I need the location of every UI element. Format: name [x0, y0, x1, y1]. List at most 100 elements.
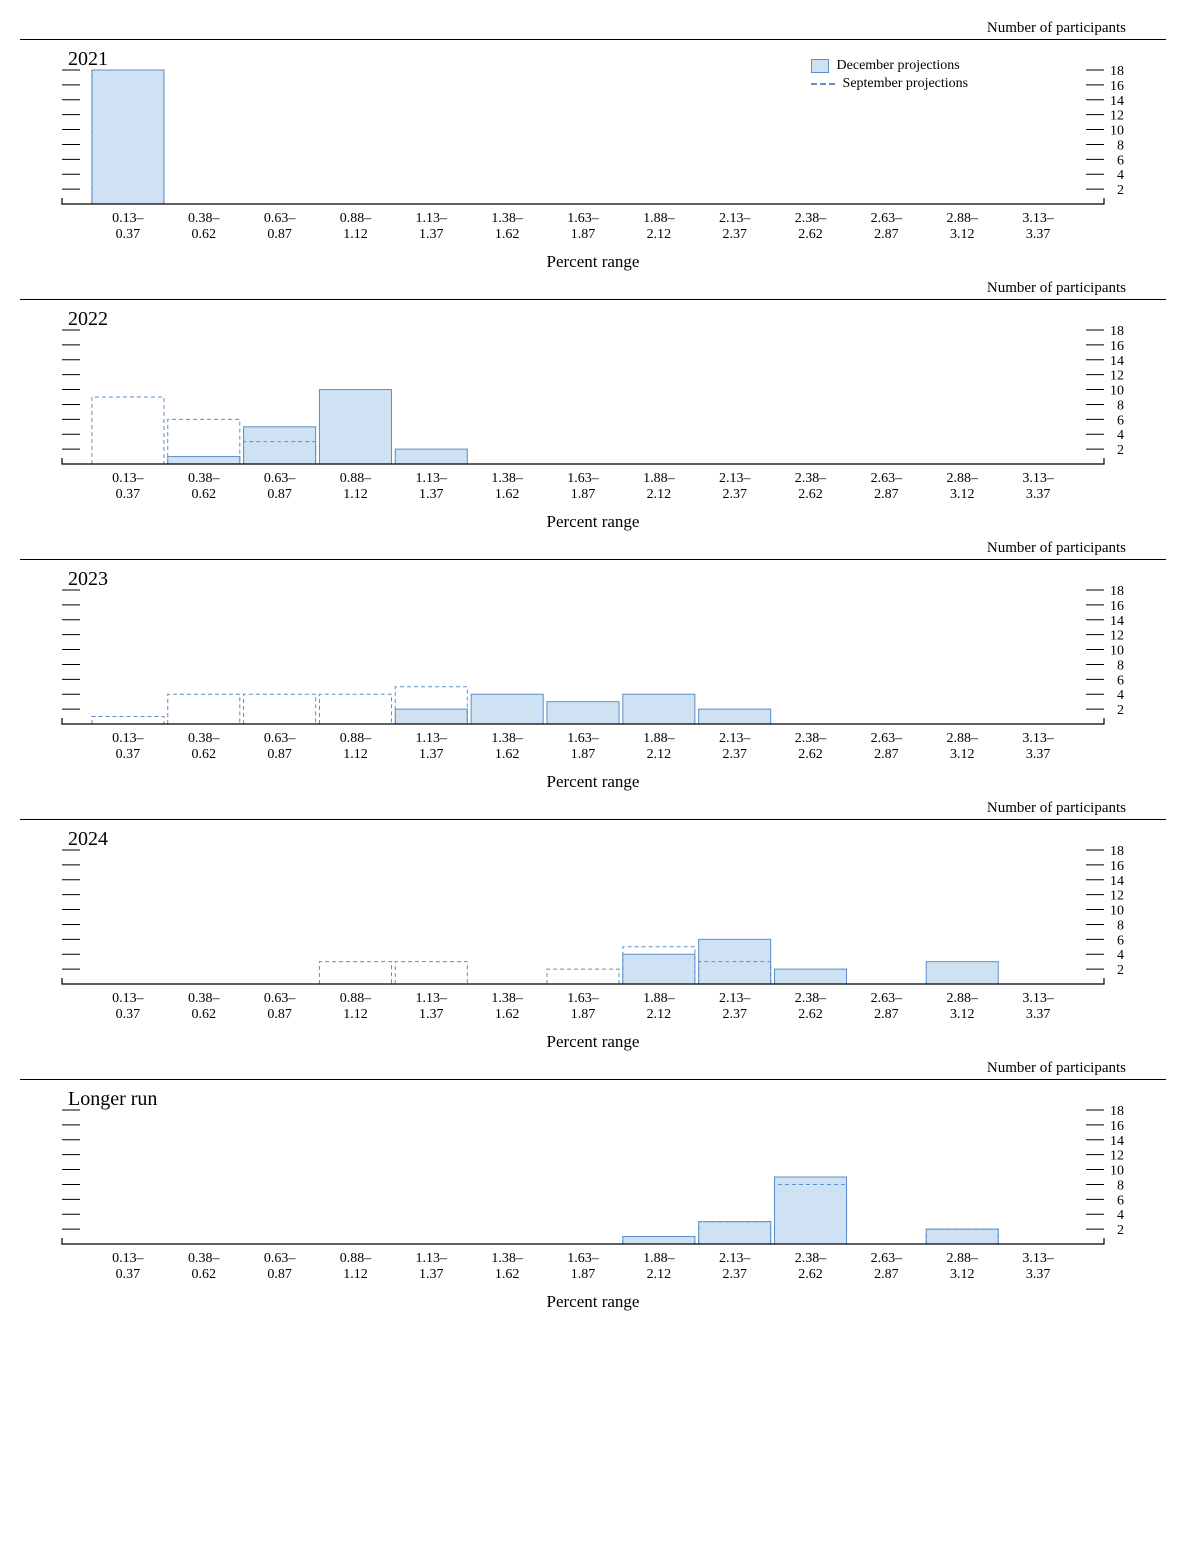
svg-text:1.88–: 1.88–	[643, 211, 676, 226]
svg-text:2: 2	[1117, 1223, 1124, 1238]
chart-area: 2021 December projectionsSeptember projec…	[20, 40, 1166, 254]
svg-text:2.38–: 2.38–	[795, 991, 828, 1006]
svg-text:2: 2	[1117, 703, 1124, 718]
svg-text:1.63–: 1.63–	[567, 211, 600, 226]
x-axis-label: Percent range	[20, 512, 1166, 532]
svg-text:1.62: 1.62	[495, 1007, 519, 1022]
svg-text:2.37: 2.37	[722, 487, 747, 502]
svg-text:0.87: 0.87	[267, 747, 292, 762]
svg-text:1.62: 1.62	[495, 487, 519, 502]
svg-text:2.13–: 2.13–	[719, 991, 752, 1006]
svg-text:8: 8	[1117, 398, 1124, 413]
chart-area: 2024246810121416180.13–0.370.38–0.620.63…	[20, 820, 1166, 1034]
svg-text:2.88–: 2.88–	[946, 991, 979, 1006]
svg-text:1.62: 1.62	[495, 227, 519, 242]
svg-text:0.62: 0.62	[192, 227, 217, 242]
svg-text:2.13–: 2.13–	[719, 211, 752, 226]
svg-text:0.13–: 0.13–	[112, 471, 145, 486]
svg-text:2.12: 2.12	[647, 1007, 672, 1022]
svg-text:4: 4	[1117, 428, 1124, 443]
svg-text:0.37: 0.37	[116, 747, 141, 762]
svg-text:1.12: 1.12	[343, 1007, 368, 1022]
svg-text:0.37: 0.37	[116, 1007, 141, 1022]
bar-dashed	[547, 969, 619, 984]
chart-area: 2023246810121416180.13–0.370.38–0.620.63…	[20, 560, 1166, 774]
svg-text:1.88–: 1.88–	[643, 731, 676, 746]
svg-text:0.63–: 0.63–	[264, 731, 297, 746]
chart-svg: 246810121416180.13–0.370.38–0.620.63–0.8…	[20, 560, 1166, 774]
svg-text:2.37: 2.37	[722, 747, 747, 762]
svg-text:3.13–: 3.13–	[1022, 731, 1055, 746]
svg-text:2.38–: 2.38–	[795, 211, 828, 226]
svg-text:1.38–: 1.38–	[491, 731, 524, 746]
bar	[699, 709, 771, 724]
y-axis-label: Number of participants	[20, 20, 1166, 37]
svg-text:12: 12	[1110, 369, 1124, 384]
svg-text:0.37: 0.37	[116, 1267, 141, 1282]
panel-title: 2023	[68, 568, 108, 591]
svg-text:2.88–: 2.88–	[946, 211, 979, 226]
svg-text:2.37: 2.37	[722, 227, 747, 242]
svg-text:18: 18	[1110, 1104, 1124, 1119]
bar	[547, 702, 619, 724]
svg-text:0.38–: 0.38–	[188, 731, 221, 746]
panel-title: 2021	[68, 48, 108, 71]
svg-text:0.87: 0.87	[267, 227, 292, 242]
svg-text:1.63–: 1.63–	[567, 471, 600, 486]
svg-text:2.87: 2.87	[874, 747, 899, 762]
svg-text:3.37: 3.37	[1026, 1267, 1051, 1282]
svg-text:1.13–: 1.13–	[416, 731, 449, 746]
svg-text:1.13–: 1.13–	[416, 991, 449, 1006]
svg-text:0.62: 0.62	[192, 1007, 217, 1022]
svg-text:0.88–: 0.88–	[340, 731, 373, 746]
svg-text:10: 10	[1110, 644, 1124, 659]
svg-text:0.87: 0.87	[267, 487, 292, 502]
svg-text:1.62: 1.62	[495, 1267, 519, 1282]
legend-solid-label: December projections	[837, 58, 960, 74]
svg-text:2.12: 2.12	[647, 1267, 672, 1282]
svg-text:2.12: 2.12	[647, 487, 672, 502]
svg-text:2.63–: 2.63–	[871, 991, 904, 1006]
svg-text:2.38–: 2.38–	[795, 1251, 828, 1266]
panel-title: 2024	[68, 828, 108, 851]
svg-text:8: 8	[1117, 138, 1124, 153]
svg-text:6: 6	[1117, 933, 1124, 948]
svg-text:10: 10	[1110, 1164, 1124, 1179]
svg-text:0.88–: 0.88–	[340, 1251, 373, 1266]
svg-text:2.37: 2.37	[722, 1267, 747, 1282]
svg-text:2.37: 2.37	[722, 1007, 747, 1022]
svg-text:3.12: 3.12	[950, 1007, 975, 1022]
svg-text:1.37: 1.37	[419, 227, 444, 242]
svg-text:3.13–: 3.13–	[1022, 1251, 1055, 1266]
bar-dashed	[319, 962, 391, 984]
svg-text:2.62: 2.62	[798, 487, 823, 502]
bar	[471, 694, 543, 724]
svg-text:0.88–: 0.88–	[340, 471, 373, 486]
svg-text:18: 18	[1110, 64, 1124, 79]
svg-text:0.63–: 0.63–	[264, 471, 297, 486]
bar-dashed	[395, 962, 467, 984]
svg-text:1.88–: 1.88–	[643, 991, 676, 1006]
svg-text:16: 16	[1110, 859, 1124, 874]
svg-text:0.38–: 0.38–	[188, 471, 221, 486]
svg-text:4: 4	[1117, 688, 1124, 703]
svg-text:0.38–: 0.38–	[188, 991, 221, 1006]
y-axis-label: Number of participants	[20, 280, 1166, 297]
legend: December projectionsSeptember projection…	[811, 58, 969, 94]
chart-svg: 246810121416180.13–0.370.38–0.620.63–0.8…	[20, 1080, 1166, 1294]
svg-text:14: 14	[1110, 614, 1124, 629]
svg-text:1.37: 1.37	[419, 1007, 444, 1022]
bar	[244, 427, 316, 464]
svg-text:2.38–: 2.38–	[795, 731, 828, 746]
chart-panel: Number of participantsLonger run24681012…	[20, 1060, 1166, 1312]
svg-text:1.63–: 1.63–	[567, 731, 600, 746]
svg-text:0.37: 0.37	[116, 227, 141, 242]
bar	[926, 962, 998, 984]
svg-text:2.13–: 2.13–	[719, 471, 752, 486]
svg-text:10: 10	[1110, 904, 1124, 919]
bar	[699, 1222, 771, 1244]
chart-panel: Number of participants202224681012141618…	[20, 280, 1166, 532]
chart-svg: 246810121416180.13–0.370.38–0.620.63–0.8…	[20, 40, 1166, 254]
svg-text:12: 12	[1110, 109, 1124, 124]
svg-text:2: 2	[1117, 443, 1124, 458]
